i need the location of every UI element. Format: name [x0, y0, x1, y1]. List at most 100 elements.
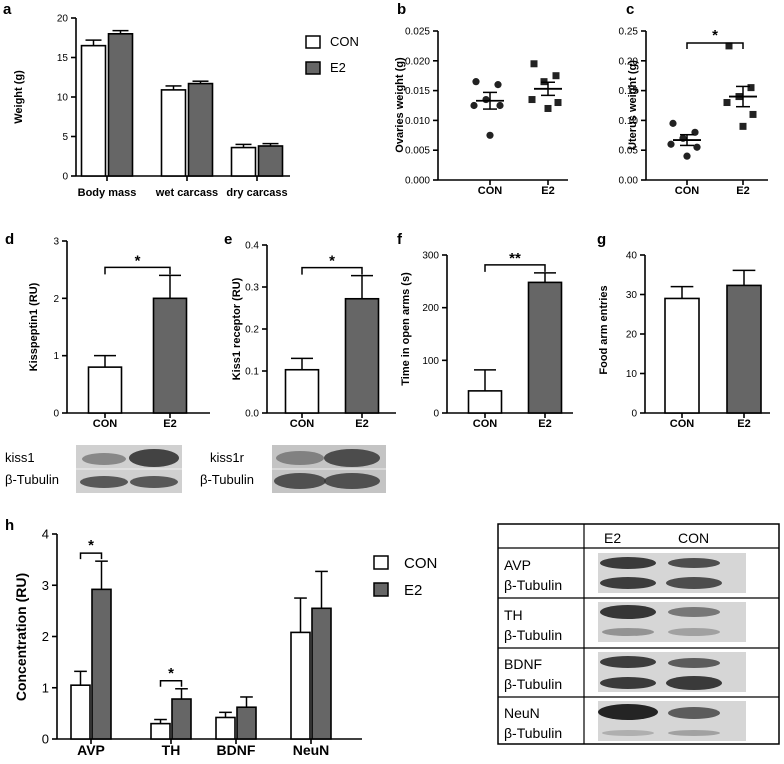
bar-e2: [171, 698, 192, 740]
row-label-th: TH: [504, 607, 523, 623]
bar-con: [150, 722, 171, 740]
y-tick-label: 3: [42, 578, 49, 593]
x-tick-label: CON: [473, 418, 498, 430]
bar-e2: [152, 297, 188, 414]
chart-panel-a: a 0 5 10 15 20 Weight (g) Body mass wet carcass d…: [3, 1, 290, 199]
y-tick-label: 0.0: [245, 409, 259, 420]
x-tick-label: BDNF: [217, 742, 256, 758]
bar-e2: [236, 706, 257, 740]
blot-band: [600, 557, 656, 569]
row-sub-label: β-Tubulin: [504, 627, 562, 643]
x-tick-label: TH: [162, 742, 181, 758]
blot-band: [274, 473, 326, 489]
legend-label-con: CON: [404, 555, 437, 572]
data-point-con: [486, 131, 494, 139]
y-tick-label: 0: [42, 732, 49, 747]
y-tick-label: 0.00: [619, 176, 639, 187]
significance-bracket: [159, 680, 183, 687]
y-axis-label: Ovaries weight (g): [394, 57, 406, 153]
y-tick-label: 0: [631, 409, 637, 420]
y-axis-label: Uterus weight (g): [627, 60, 639, 150]
blot-band: [668, 658, 720, 668]
data-point-e2: [725, 42, 733, 50]
data-point-e2: [739, 122, 747, 130]
blot-table-h: E2 CON AVP β-Tubulin TH β-Tubulin BDNF β…: [497, 523, 780, 745]
y-tick-label: 30: [626, 290, 638, 301]
panel-letter: b: [397, 1, 406, 18]
bar-e2: [311, 607, 332, 740]
blot-label-tubulin: β-Tubulin: [5, 472, 59, 487]
chart-panel-h: h 0 1 2 3 4 Concentration (RU) AVP TH BDNF NeuN * *: [5, 517, 362, 758]
y-tick-label: 0.000: [405, 176, 430, 187]
data-point-e2: [544, 104, 552, 112]
chart-panel-f: f 0 100 200 300 Time in open arms (s) CON E2 **: [397, 231, 573, 430]
legend-label-con: CON: [330, 34, 359, 49]
x-tick-label: Body mass: [78, 187, 137, 199]
x-tick-label: E2: [737, 418, 750, 430]
y-axis-label: Time in open arms (s): [400, 272, 412, 386]
bar-con: [215, 716, 236, 740]
y-axis-label: Concentration (RU): [13, 573, 29, 701]
y-tick-label: 20: [626, 330, 638, 341]
significance-bracket: [104, 266, 171, 275]
y-tick-label: 0.25: [619, 27, 639, 38]
y-tick-label: 0.020: [405, 56, 430, 67]
data-point-con: [494, 81, 502, 89]
y-tick-label: 3: [53, 237, 59, 248]
y-axis-label: Weight (g): [13, 70, 25, 124]
chart-panel-e: e 0.0 0.1 0.2 0.3 0.4 Kiss1 receptor (RU) CON E2…: [224, 231, 396, 430]
blot-band: [600, 577, 656, 589]
significance-bracket: [79, 552, 103, 560]
x-tick-label: AVP: [77, 742, 105, 758]
y-tick-label: 0.2: [245, 325, 259, 336]
data-point-con: [667, 140, 675, 148]
legend-swatch-e2: [373, 582, 389, 597]
data-point-con: [693, 143, 701, 151]
row-label-avp: AVP: [504, 557, 531, 573]
y-tick-label: 0.10: [619, 116, 639, 127]
x-tick-label: E2: [736, 185, 749, 197]
blot-band: [668, 558, 720, 568]
significance-bracket: [484, 264, 546, 272]
y-tick-label: 0.1: [245, 367, 259, 378]
significance-marker: **: [509, 250, 521, 267]
data-point-e2: [723, 99, 731, 107]
legend-swatch-con: [305, 35, 321, 49]
blot-band: [129, 449, 179, 467]
table-header-e2: E2: [604, 530, 621, 546]
data-point-e2: [530, 60, 538, 68]
significance-bracket: [686, 42, 744, 49]
x-tick-label: dry carcass: [226, 187, 287, 199]
y-tick-label: 200: [422, 303, 439, 314]
row-sub-label: β-Tubulin: [504, 725, 562, 741]
blot-band: [668, 628, 720, 636]
bar-con: [467, 390, 503, 414]
panel-letter: f: [397, 231, 403, 248]
y-tick-label: 0: [433, 409, 439, 420]
blot-band: [668, 730, 720, 736]
data-point-e2: [528, 96, 536, 104]
chart-panel-b: b 0.000 0.005 0.010 0.015 0.020 0.025 Ovaries w…: [394, 1, 568, 197]
data-point-e2: [749, 110, 757, 118]
y-tick-label: 100: [422, 356, 439, 367]
significance-marker: *: [329, 253, 335, 270]
bar-e2: [257, 145, 284, 177]
legend-label-e2: E2: [404, 582, 422, 599]
y-tick-label: 0.005: [405, 146, 430, 157]
y-tick-label: 0: [62, 172, 68, 183]
legend-a: CON E2: [305, 34, 359, 75]
bar-e2: [726, 284, 762, 414]
bar-e2: [527, 281, 563, 414]
blot-band: [130, 476, 178, 488]
panel-letter: g: [597, 231, 606, 248]
blot-label-kiss1r: kiss1r: [210, 450, 245, 465]
bar-con: [290, 631, 311, 740]
blot-e: kiss1r β-Tubulin: [200, 445, 386, 493]
panel-letter: a: [3, 1, 12, 18]
blot-band: [602, 628, 654, 636]
y-axis-label: Kisspeptin1 (RU): [28, 282, 40, 371]
row-sub-label: β-Tubulin: [504, 577, 562, 593]
blot-d: kiss1 β-Tubulin: [5, 445, 182, 493]
